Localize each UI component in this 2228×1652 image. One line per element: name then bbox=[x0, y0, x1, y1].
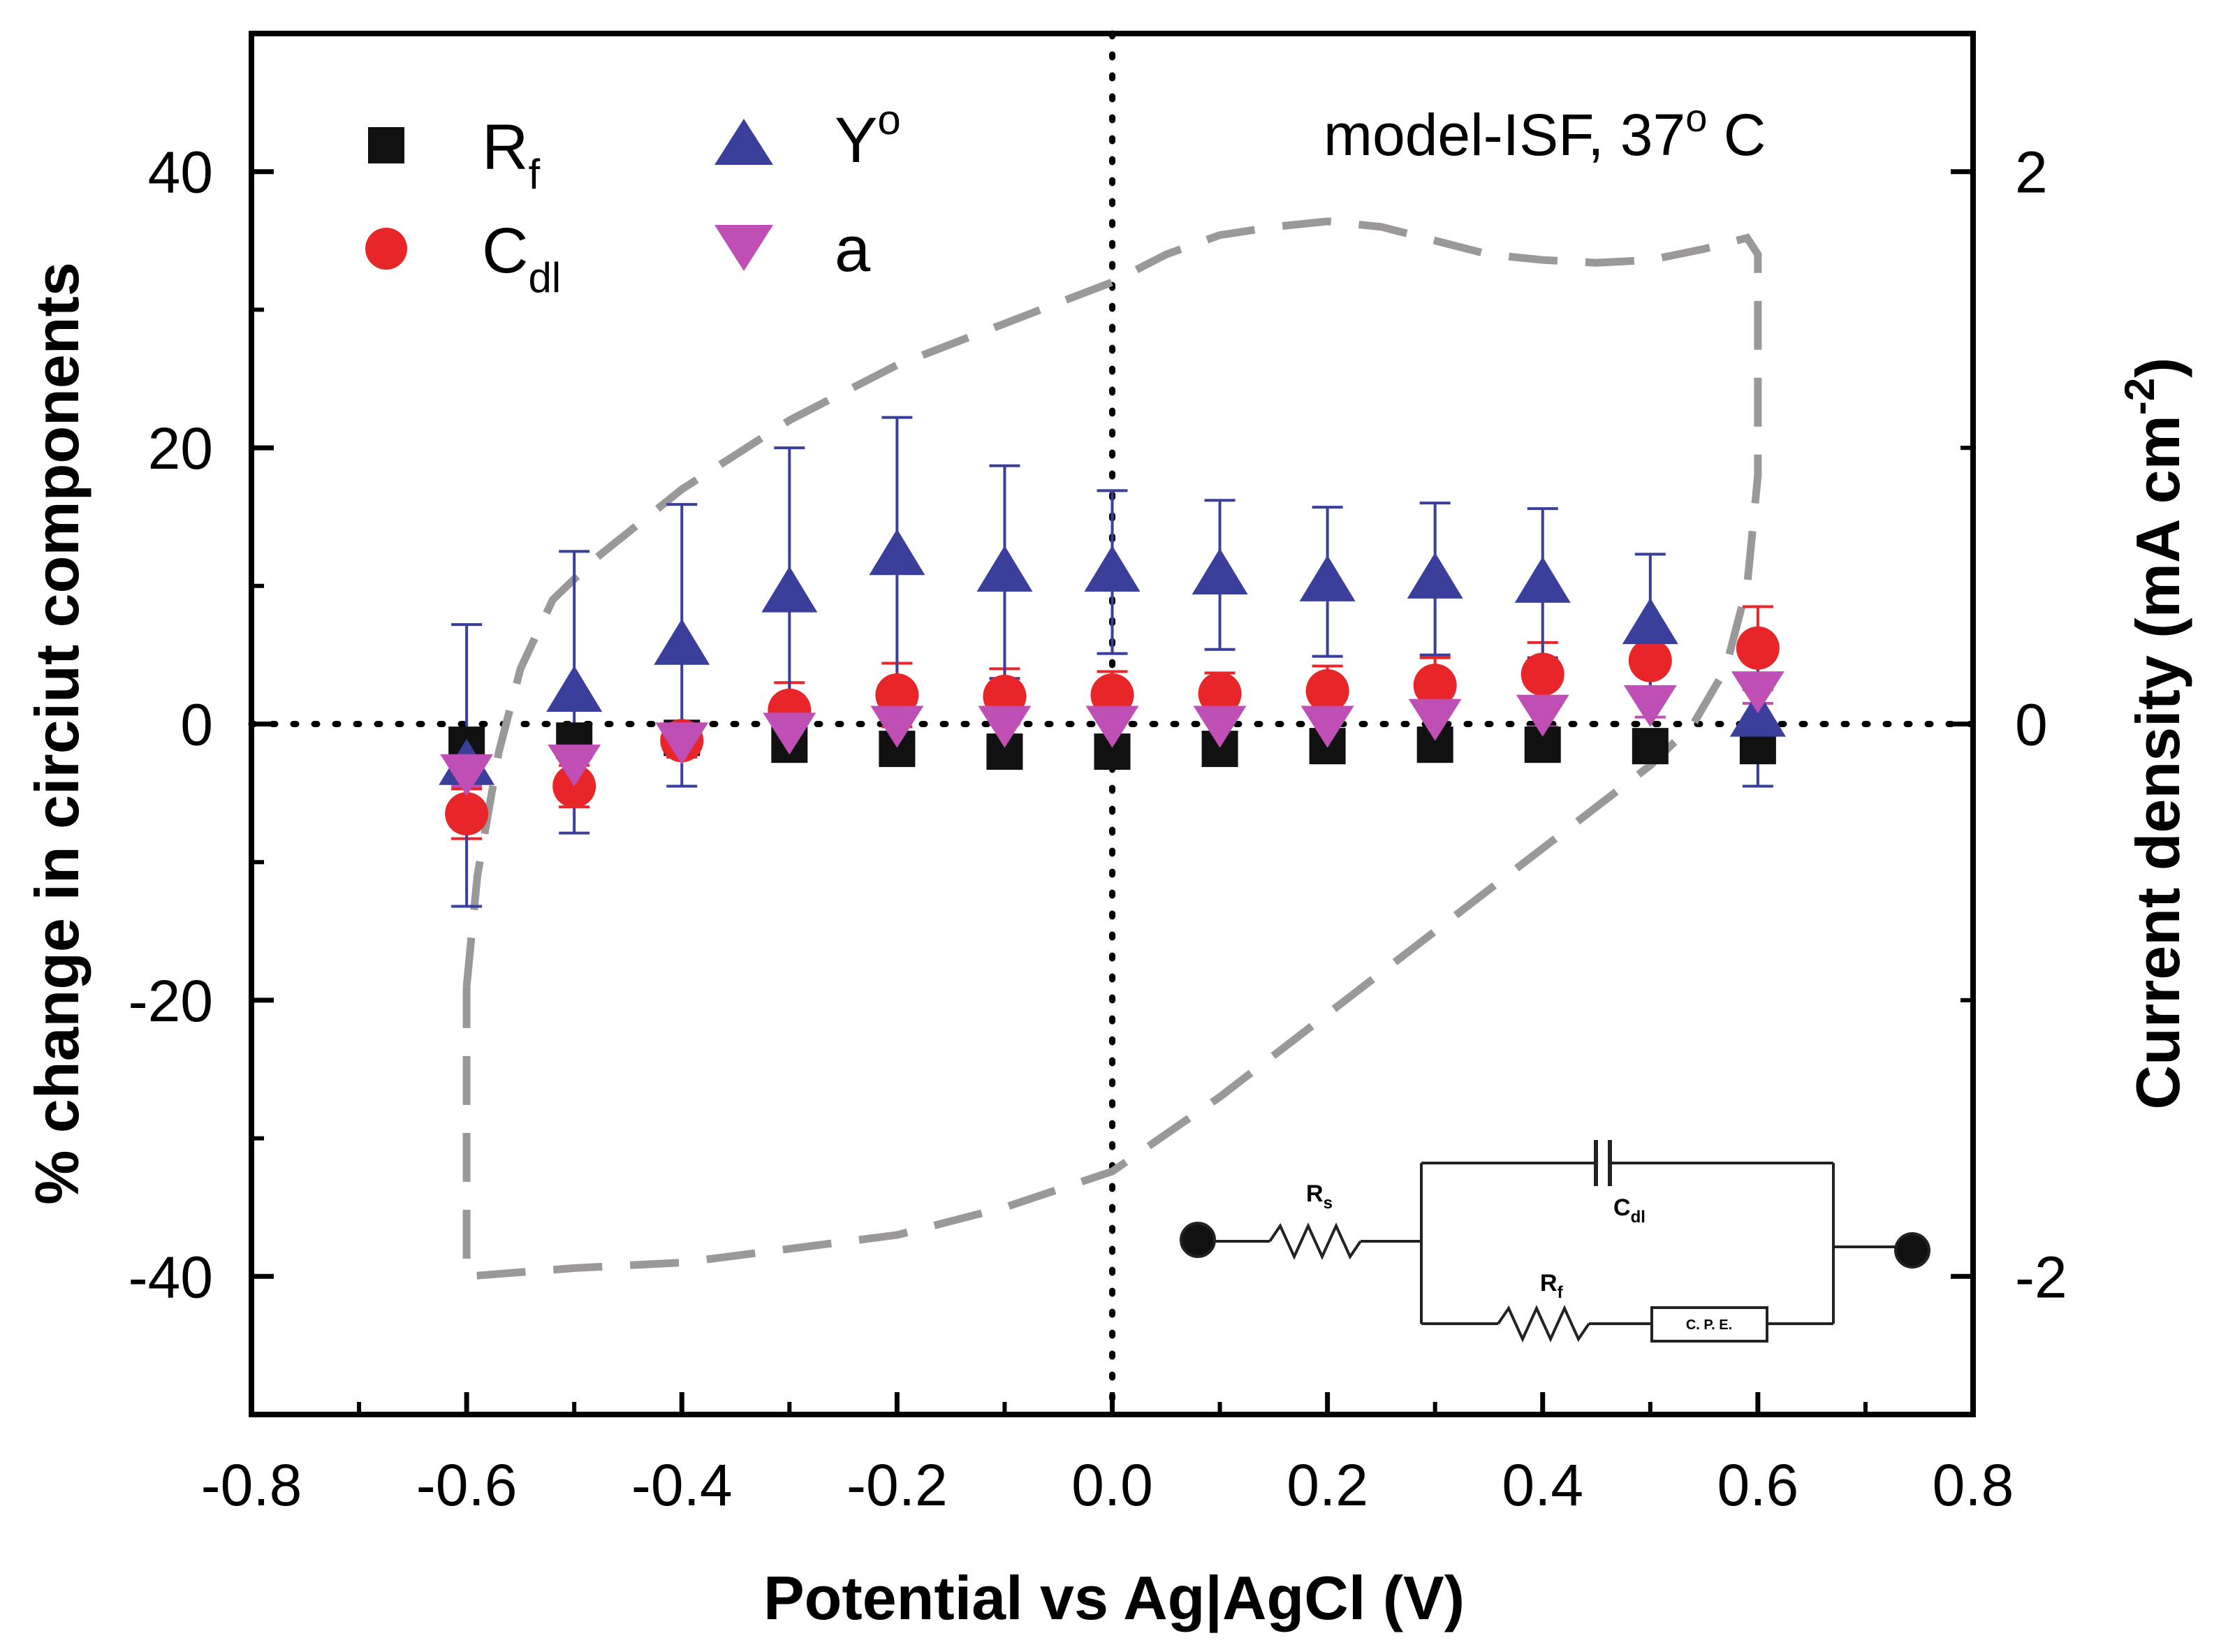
label-cdl: Cdl bbox=[1613, 1194, 1646, 1227]
point-a bbox=[1731, 671, 1784, 714]
resistor-rf bbox=[1497, 1305, 1590, 1343]
legend-marker-cdl bbox=[365, 228, 407, 270]
point-a bbox=[1408, 699, 1462, 741]
point-cdl bbox=[1413, 664, 1457, 708]
point-cdl bbox=[1628, 638, 1672, 682]
data-series bbox=[439, 416, 1786, 908]
legend-label-cdl: Cdl bbox=[482, 215, 561, 301]
point-a bbox=[1516, 694, 1569, 737]
point-y0 bbox=[1192, 548, 1248, 594]
point-a bbox=[978, 706, 1032, 748]
point-y0 bbox=[1729, 690, 1786, 737]
legend-label-rf: Rf bbox=[482, 112, 540, 198]
point-a bbox=[1623, 685, 1677, 727]
legend-marker-a bbox=[714, 225, 773, 271]
legend-marker-y0 bbox=[714, 119, 773, 165]
y-tick-label: -40 bbox=[129, 1244, 213, 1310]
point-a bbox=[1300, 706, 1354, 748]
cv-curve-path bbox=[462, 217, 1762, 1281]
point-y0 bbox=[1514, 556, 1571, 603]
y2-tick-label: -2 bbox=[2015, 1244, 2067, 1310]
point-y0 bbox=[1084, 546, 1141, 592]
label-rf: Rf bbox=[1540, 1270, 1564, 1302]
legend-label-y0: Yo bbox=[835, 96, 901, 176]
circuit-node-right bbox=[1832, 1163, 1896, 1324]
resistor-rs bbox=[1268, 1222, 1362, 1260]
point-y0 bbox=[869, 529, 925, 576]
legend: Rf Cdl Yo a bbox=[365, 96, 901, 301]
y-axis-title: % change in circiut components bbox=[22, 262, 91, 1205]
point-a bbox=[870, 706, 924, 748]
point-y0 bbox=[1407, 552, 1463, 599]
point-y0 bbox=[654, 618, 710, 665]
cv-curve bbox=[462, 217, 1762, 1281]
point-cdl bbox=[875, 673, 919, 717]
x-tick-label: 0.4 bbox=[1502, 1452, 1583, 1518]
capacitor-cdl bbox=[1594, 1140, 1612, 1186]
point-y0 bbox=[1622, 598, 1678, 645]
legend-label-a: a bbox=[835, 214, 871, 285]
point-cdl bbox=[1736, 626, 1780, 670]
y-tick-label: -20 bbox=[129, 968, 213, 1034]
point-y0 bbox=[546, 666, 603, 712]
y-tick-label: 40 bbox=[148, 140, 213, 205]
point-cdl bbox=[445, 792, 489, 836]
point-a bbox=[1085, 706, 1139, 748]
point-a bbox=[655, 722, 709, 765]
x-tick-label: -0.8 bbox=[201, 1452, 302, 1518]
point-a bbox=[1193, 706, 1247, 748]
circuit-terminal-left bbox=[1180, 1222, 1216, 1258]
point-a bbox=[763, 712, 816, 755]
y-tick-label: 20 bbox=[148, 416, 213, 481]
annotation: model-ISF, 37o C bbox=[1324, 96, 1766, 168]
point-cdl bbox=[1198, 672, 1242, 716]
point-a bbox=[548, 744, 601, 787]
y2-axis-title: Current density (mA cm-2) bbox=[2116, 358, 2192, 1110]
x-tick-label: 0.6 bbox=[1717, 1452, 1798, 1518]
x-axis-title: Potential vs Ag|AgCl (V) bbox=[763, 1563, 1465, 1633]
axes: -0.8 -0.6 -0.4 -0.2 0.0 0.2 0.4 0.6 0.840200-20-… bbox=[129, 31, 2067, 1518]
point-cdl bbox=[1090, 673, 1134, 717]
y2-tick-label: 0 bbox=[2015, 692, 2048, 758]
x-tick-label: 0.8 bbox=[1933, 1452, 2014, 1518]
x-tick-label: -0.2 bbox=[847, 1452, 948, 1518]
point-a bbox=[440, 754, 494, 796]
x-tick-label: 0.0 bbox=[1071, 1452, 1153, 1518]
point-rf bbox=[1632, 728, 1669, 765]
x-tick-label: 0.2 bbox=[1287, 1452, 1368, 1518]
point-cdl bbox=[1520, 652, 1564, 696]
point-y0 bbox=[976, 546, 1033, 592]
point-y0 bbox=[761, 566, 818, 613]
point-y0 bbox=[1299, 555, 1356, 601]
label-cpe: C. P. E. bbox=[1686, 1317, 1732, 1333]
x-tick-label: -0.6 bbox=[416, 1452, 518, 1518]
label-rs: Rs bbox=[1306, 1180, 1333, 1213]
legend-marker-rf bbox=[368, 127, 404, 163]
circuit-terminal-right bbox=[1894, 1232, 1930, 1269]
y2-tick-label: 2 bbox=[2015, 140, 2048, 205]
point-cdl bbox=[1305, 669, 1349, 713]
equivalent-circuit-inset bbox=[1180, 1140, 1930, 1343]
x-tick-label: -0.4 bbox=[631, 1452, 733, 1518]
y-tick-label: 0 bbox=[180, 692, 213, 758]
